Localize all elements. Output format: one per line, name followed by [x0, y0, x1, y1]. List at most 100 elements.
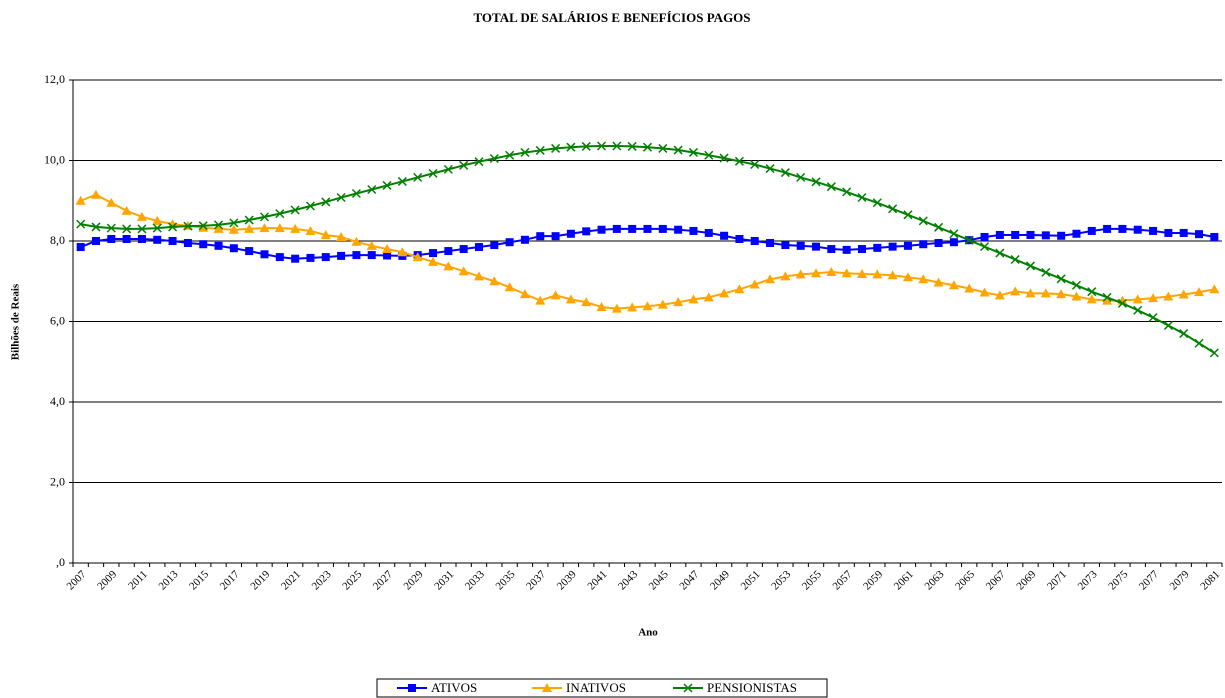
marker — [1102, 295, 1113, 305]
marker — [542, 683, 552, 692]
marker — [689, 226, 698, 235]
marker — [121, 205, 132, 215]
marker — [168, 222, 178, 232]
marker — [214, 241, 223, 250]
marker — [688, 147, 698, 157]
x-tick-label: 2079 — [1168, 568, 1192, 592]
marker — [856, 269, 867, 279]
marker — [841, 268, 852, 278]
marker — [351, 236, 362, 246]
marker — [903, 210, 913, 220]
x-tick-label: 2007 — [65, 568, 89, 592]
marker — [198, 221, 208, 231]
marker — [750, 159, 760, 170]
x-axis-title: Ano — [638, 627, 658, 639]
x-tick-label: 2037 — [524, 568, 548, 592]
marker — [76, 219, 86, 229]
marker — [91, 237, 100, 245]
x-tick-label: 2041 — [585, 568, 609, 592]
marker — [397, 176, 407, 186]
x-tick-label: 2075 — [1106, 568, 1130, 592]
marker — [1194, 287, 1205, 297]
marker — [1148, 293, 1159, 303]
marker — [857, 192, 867, 203]
marker — [260, 250, 269, 259]
marker — [734, 284, 745, 294]
marker — [1132, 294, 1143, 304]
x-tick-label: 2065 — [953, 568, 977, 592]
marker — [1179, 228, 1188, 237]
marker — [75, 195, 86, 205]
marker — [934, 222, 944, 232]
marker — [658, 143, 668, 153]
marker — [811, 177, 821, 187]
x-tick-label: 2011 — [126, 568, 150, 592]
marker — [367, 184, 377, 195]
legend-box — [376, 678, 828, 698]
x-tick-label: 2039 — [555, 568, 579, 592]
marker — [336, 192, 346, 203]
marker — [995, 248, 1005, 258]
marker — [1194, 338, 1204, 348]
marker — [490, 241, 499, 250]
marker — [628, 224, 637, 233]
marker — [213, 223, 224, 233]
x-tick-label: 2009 — [95, 568, 119, 592]
marker — [1010, 286, 1021, 296]
marker — [306, 253, 315, 262]
x-tick-label: 2027 — [371, 568, 395, 592]
x-tick-label: 2081 — [1198, 568, 1222, 592]
y-axis-title: Bilhões de Reais — [10, 283, 22, 360]
marker — [473, 271, 484, 281]
y-tick-label: 8,0 — [50, 233, 65, 247]
x-tick-label: 2045 — [647, 568, 671, 592]
marker — [919, 240, 928, 249]
marker — [780, 271, 791, 281]
marker — [872, 198, 882, 208]
marker — [321, 253, 330, 262]
marker — [1149, 226, 1158, 235]
marker — [683, 683, 693, 693]
marker — [933, 277, 944, 287]
x-tick-label: 2015 — [187, 568, 211, 592]
marker — [643, 224, 652, 233]
marker — [1071, 280, 1081, 290]
marker — [106, 197, 117, 207]
marker — [1117, 298, 1127, 308]
marker — [734, 156, 744, 166]
marker — [352, 251, 361, 260]
x-tick-label: 2047 — [677, 568, 701, 592]
marker — [443, 261, 454, 271]
marker — [582, 227, 591, 236]
marker — [1040, 288, 1051, 298]
marker — [412, 252, 423, 262]
x-tick-label: 2067 — [984, 568, 1008, 592]
marker — [428, 168, 438, 178]
x-tick-label: 2069 — [1014, 568, 1038, 592]
marker — [152, 223, 162, 233]
marker — [1041, 267, 1051, 277]
y-tick-label: 2,0 — [50, 474, 65, 488]
marker — [458, 266, 469, 276]
marker — [474, 243, 483, 252]
x-tick-label: 2063 — [922, 568, 946, 592]
marker — [597, 225, 606, 234]
marker — [1072, 229, 1081, 238]
x-tick-label: 2059 — [861, 568, 885, 592]
marker — [964, 283, 975, 293]
marker — [408, 684, 416, 692]
marker — [275, 253, 284, 262]
marker — [612, 141, 622, 151]
marker — [812, 242, 821, 251]
marker — [1087, 226, 1096, 235]
marker — [137, 234, 146, 243]
marker — [505, 238, 514, 247]
x-tick-label: 2077 — [1137, 568, 1161, 592]
marker — [489, 276, 500, 286]
marker — [459, 245, 468, 254]
x-tick-label: 2057 — [831, 568, 855, 592]
marker — [566, 142, 576, 152]
marker — [551, 232, 560, 241]
marker — [1057, 231, 1066, 240]
